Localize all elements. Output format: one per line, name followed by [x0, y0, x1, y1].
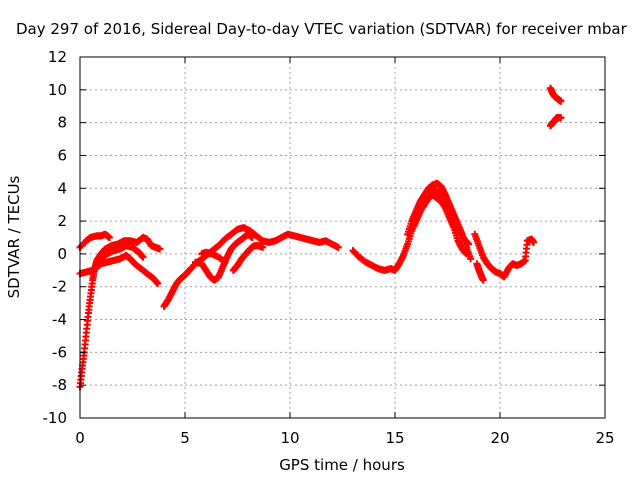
series-arc-8 — [198, 248, 229, 266]
data-point — [221, 258, 229, 266]
series-arc-7 — [229, 242, 267, 274]
y-tick-label: 2 — [57, 212, 67, 230]
data-point — [467, 255, 475, 263]
x-tick-label: 5 — [180, 429, 190, 447]
data-point — [248, 234, 256, 241]
series-arc-11 — [410, 186, 472, 248]
y-tick-label: -8 — [52, 376, 67, 394]
y-tick-label: -2 — [52, 278, 67, 296]
data-point — [154, 279, 162, 287]
data-point — [259, 243, 267, 251]
data-point — [557, 97, 565, 105]
y-tick-label: 12 — [48, 48, 67, 66]
data-point — [479, 276, 487, 284]
data-point — [530, 238, 538, 246]
data-point — [465, 240, 472, 248]
y-tick-label: -10 — [43, 409, 68, 427]
x-tick-label: 10 — [280, 429, 299, 447]
data-point — [557, 114, 565, 122]
y-axis-label: SDTVAR / TECUs — [5, 175, 23, 298]
x-tick-label: 0 — [75, 429, 85, 447]
x-tick-label: 15 — [385, 429, 404, 447]
data-point — [105, 234, 113, 241]
data-point — [139, 253, 147, 261]
chart-title: Day 297 of 2016, Sidereal Day-to-day VTE… — [16, 20, 628, 38]
data-points — [76, 84, 565, 391]
axis-ticks: 0 5 10 15 20 25 -10 -8 -6 -4 -2 0 2 4 6 8 10 12 — [43, 48, 615, 447]
series-arc-12 — [471, 230, 538, 281]
x-axis-label: GPS time / hours — [279, 456, 405, 474]
series-arc-15 — [546, 84, 565, 105]
x-tick-label: 20 — [490, 429, 509, 447]
series-arc-13 — [473, 260, 487, 284]
y-tick-label: 8 — [57, 114, 67, 132]
x-tick-label: 25 — [595, 429, 614, 447]
series-arc-5 — [160, 224, 342, 310]
series-arc-4 — [97, 242, 147, 263]
y-tick-label: 4 — [57, 179, 67, 197]
plot-frame — [79, 56, 606, 419]
y-tick-label: -4 — [52, 311, 67, 329]
series-arc-14 — [546, 114, 565, 130]
series-arc-3 — [76, 234, 164, 391]
y-tick-label: -6 — [52, 343, 67, 361]
grid-lines — [80, 57, 605, 418]
data-point — [156, 245, 164, 253]
series-arc-2 — [76, 252, 162, 287]
y-tick-label: 10 — [48, 81, 67, 99]
data-point — [334, 243, 342, 251]
y-tick-label: 6 — [57, 146, 67, 164]
y-tick-label: 0 — [57, 245, 67, 263]
